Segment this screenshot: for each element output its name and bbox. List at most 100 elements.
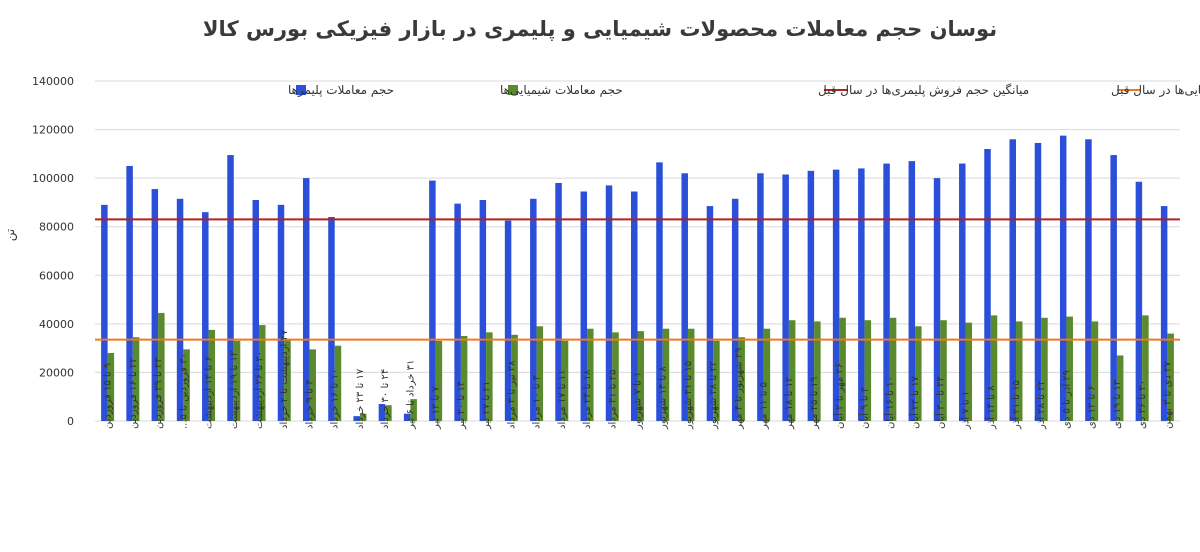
x-category-label: ۲۸ تیر تا ۳ مرداد [506,360,517,429]
bar-chemical [334,345,342,421]
x-category-label: ۱ تا ۷ شهریور [633,372,644,430]
bar-polymer [353,416,360,421]
bar-chemical [233,340,241,421]
legend-item: حجم معاملات شیمیایی‌ها [500,83,623,97]
bar-polymer [328,217,335,421]
bar-chemical [460,336,468,421]
legend-label: میانگین حجم فروش پلیمری‌ها در سال قبل [818,83,1029,98]
x-category-label: ۳ تا ۹ خرداد [304,379,315,429]
y-tick-label: 140000 [32,75,74,88]
bar-chemical [359,413,367,421]
bar-polymer [227,155,234,422]
bar-polymer [706,206,714,421]
bar-chemical [385,405,392,421]
bar-polymer [757,173,764,421]
x-category-label: ۲۵ تا ۳۱ مرداد [607,370,618,429]
bar-chemical [814,321,821,421]
bar-polymer [1085,139,1092,422]
x-category-label: ۱۹ تا ۲۵ مهر [809,377,820,430]
bar-polymer [403,413,411,421]
x-category-label: ۲۹ آذر تا ۵ دی [1059,370,1072,429]
x-category-label: ۱۱ تا ۱۷ مرداد [557,370,568,429]
y-tick-label: 60000 [39,269,74,282]
bar-polymer [933,178,941,421]
bar-chemical [107,353,115,421]
legend-item: میانگین حجم فروش پلیمری‌ها در سال قبل [818,83,1029,98]
legend: حجم معاملات پلیمرها حجم معاملات شیمیایی‌ه… [288,83,1200,98]
x-category-label: ۱ تا ۷ آذر [959,391,972,430]
bar-chemical [158,312,165,421]
x-axis-categories: ۹ تا ۱۵ فروردین ۲۲ تا ۱۶ فروردین ۲۳ تا ۲۹ … [103,329,1174,430]
legend-item: حجم معاملات پلیمرها [288,83,394,98]
bar-polymer [959,163,966,422]
x-category-label: ۹ تا ۱۵ فروردین [103,363,114,429]
bar-polymer [908,161,916,421]
bar-chemical [1066,316,1073,421]
bar-chemical [1041,317,1048,421]
y-axis-label: تن [3,229,18,241]
bar-chemical [486,332,493,421]
y-tick-label: 0 [67,415,74,428]
legend-swatch [508,85,518,95]
bar-chemical [687,328,695,421]
x-category-label: ۳ تا ۹ آبان [858,386,871,429]
bar-chemical [536,326,544,421]
bar-chemical [864,320,872,421]
y-tick-label: 20000 [39,366,74,379]
x-category-label: ۱۰ تا ۱۶ آبان [883,376,896,429]
bar-polymer [605,185,613,421]
bar-polymer [1009,139,1016,422]
bar-chemical [1116,355,1124,421]
bar-polymer [479,200,487,421]
bar-polymer [101,204,108,421]
x-category-label: ۲۲ تا ۲۸ آذر [1034,380,1047,430]
bar-chemical [637,331,644,421]
bar-polymer [1160,206,1168,421]
bar-polymer [1034,142,1042,421]
bar-chemical [183,349,190,421]
bar-polymer [782,174,789,421]
legend-label: میانگین حجم فروش شیمیایی‌ها در سال قبل [1111,83,1200,98]
bar-polymer [731,198,739,421]
x-category-label: ۲۰ تا ۲۶ اردیبهشت [254,351,265,429]
bar-chemical [561,340,569,421]
x-category-label: ۶ تا ۱۲ اردیبهشت [204,356,215,429]
x-category-label: ۲۳ تا ۲۹ فروردین [153,357,164,429]
bar-chemical [839,317,846,421]
reference-lines-layer [95,218,1180,341]
bar-polymer [883,163,890,422]
x-category-label: ۲۴ تا ۳۰ خرداد [380,369,391,429]
bar-polymer [807,170,815,421]
y-tick-label: 100000 [32,172,74,185]
bar-polymer [656,162,663,421]
y-tick-label: 120000 [32,124,74,137]
bar-chemical [1142,315,1149,421]
bar-polymer [429,180,436,421]
bar-polymer [1135,181,1143,421]
bar-chemical [713,340,720,421]
x-category-label: ۱۳ تا ۱۹ اردیبهشت [229,350,240,429]
bar-chemical [587,328,594,421]
bar-polymer [176,198,184,421]
x-category-label: ۲۷ اردیبهشت تا ۲ خرداد [279,329,290,429]
x-category-label: ۲۹ شهریور تا ۴ مهر [733,348,744,430]
legend-label: حجم معاملات پلیمرها [288,83,394,98]
bar-polymer [454,203,461,421]
bar-chemical [915,326,922,421]
bar-chemical [738,337,745,421]
x-category-label: ۴ تا ۱۰ مرداد [532,375,543,429]
bar-chemical [208,329,216,421]
y-tick-label: 40000 [39,318,74,331]
bar-polymer [631,191,638,421]
x-category-label: ۱۴ تا ۲۰ تیر [456,381,467,430]
bar-polymer [202,212,209,421]
bar-polymer [984,149,991,421]
bar-chemical [788,320,796,421]
bar-polymer [1059,135,1067,421]
bar-polymer [252,200,260,421]
bar-chemical [1015,321,1023,421]
x-category-label: ۱۵ تا ۲۱ آذر [1009,380,1022,430]
bar-polymer [681,173,688,421]
x-category-label: ۵ تا ۱۱ مهر [759,382,770,430]
bar-polymer [302,178,310,421]
